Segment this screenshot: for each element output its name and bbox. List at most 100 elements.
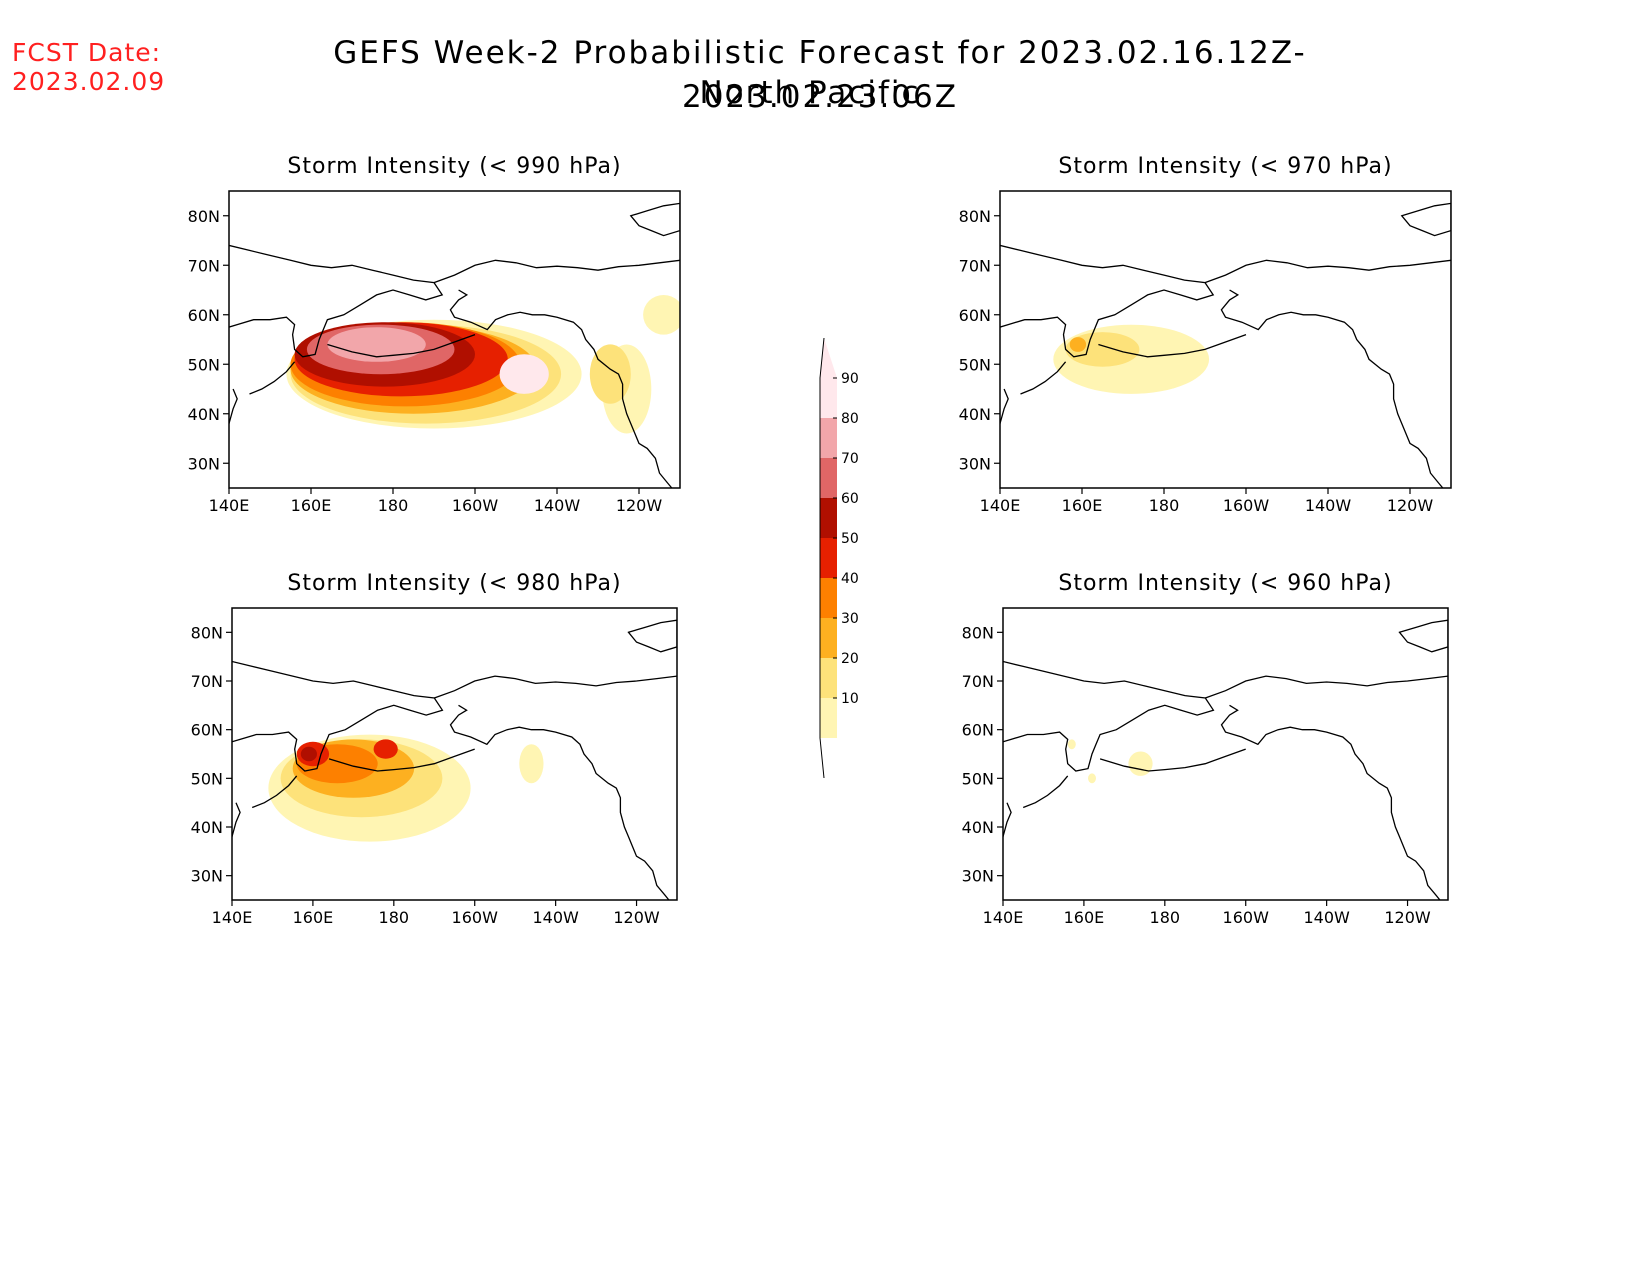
- prob-region-90: [499, 354, 549, 394]
- colorbar-bottom-arrow: [820, 738, 837, 778]
- panel-title: Storm Intensity (< 980 hPa): [287, 571, 621, 596]
- prob-region-50: [373, 739, 398, 759]
- probability-field: [268, 734, 544, 842]
- y-tick-label: 50N: [191, 769, 223, 788]
- prob-region-30: [1069, 337, 1087, 352]
- x-tick-label: 180: [1150, 908, 1181, 927]
- x-tick-label: 120W: [1384, 908, 1431, 927]
- colorbar-swatch-90: [820, 378, 837, 418]
- colorbar-label: 40: [841, 571, 859, 587]
- colorbar-swatch-80: [820, 418, 837, 458]
- probability-field: [1067, 739, 1153, 784]
- x-tick-label: 160W: [1223, 496, 1270, 515]
- main-title: GEFS Week-2 Probabilistic Forecast for 2…: [333, 35, 1307, 115]
- y-tick-label: 70N: [959, 256, 991, 275]
- prob-region-20: [589, 344, 631, 404]
- y-tick-label: 40N: [188, 405, 220, 424]
- y-tick-label: 70N: [962, 672, 994, 691]
- x-tick-label: 120W: [616, 496, 663, 515]
- y-tick-label: 80N: [959, 207, 991, 226]
- colorbar-label: 80: [841, 411, 859, 427]
- x-tick-label: 160E: [1062, 496, 1103, 515]
- x-tick-label: 140E: [212, 908, 253, 927]
- x-tick-label: 140W: [532, 908, 579, 927]
- panel-title: Storm Intensity (< 970 hPa): [1058, 154, 1392, 179]
- prob-region-80: [327, 327, 426, 362]
- y-tick-label: 50N: [188, 355, 220, 374]
- panel-980: Storm Intensity (< 980 hPa) 140E 160E 180 16…: [191, 571, 678, 927]
- x-tick-label: 160W: [452, 908, 499, 927]
- fcst-date-value: 2023.02.09: [12, 67, 166, 96]
- y-tick-label: 60N: [188, 306, 220, 325]
- colorbar-label: 50: [841, 531, 859, 547]
- colorbar-label: 60: [841, 491, 859, 507]
- x-tick-label: 180: [1149, 496, 1180, 515]
- map-frame: [1002, 607, 1449, 901]
- panel-960: Storm Intensity (< 960 hPa) 140E 160E 180 16…: [962, 571, 1449, 927]
- y-tick-label: 40N: [191, 818, 223, 837]
- colorbar-label: 30: [841, 611, 859, 627]
- prob-region-10: [519, 744, 544, 784]
- y-tick-label: 80N: [188, 207, 220, 226]
- colorbar-swatch-20: [820, 658, 837, 698]
- y-tick-label: 80N: [191, 623, 223, 642]
- coastline: [229, 202, 680, 488]
- x-tick-label: 160E: [291, 496, 332, 515]
- map-frame: [231, 607, 678, 901]
- coastline: [1003, 619, 1448, 900]
- colorbar-label: 20: [841, 651, 859, 667]
- x-tick-label: 120W: [613, 908, 660, 927]
- x-tick-label: 160E: [1064, 908, 1105, 927]
- map-frame: [999, 190, 1452, 489]
- y-tick-label: 60N: [191, 721, 223, 740]
- map-frame: [228, 190, 681, 489]
- probability-field: [1053, 324, 1210, 394]
- colorbar-label: 90: [841, 371, 859, 387]
- prob-region-60: [300, 746, 317, 762]
- colorbar-swatch-40: [820, 578, 837, 618]
- fcst-date-label: FCST Date:: [12, 38, 162, 67]
- x-tick-label: 140W: [1303, 908, 1350, 927]
- coastline: [232, 619, 677, 900]
- region-subtitle: North Pacific: [699, 75, 921, 111]
- x-tick-label: 140E: [980, 496, 1021, 515]
- y-tick-label: 40N: [962, 818, 994, 837]
- colorbar-swatch-70: [820, 458, 837, 498]
- colorbar-swatch-30: [820, 618, 837, 658]
- y-tick-label: 50N: [959, 355, 991, 374]
- panel-990: Storm Intensity (< 990 hPa) 140E 160E 180 16…: [188, 154, 681, 515]
- colorbar-swatch-10: [820, 698, 837, 738]
- colorbar-label: 70: [841, 451, 859, 467]
- forecast-date-block: FCST Date: 2023.02.09: [12, 38, 165, 96]
- x-tick-label: 140E: [983, 908, 1024, 927]
- panel-title: Storm Intensity (< 960 hPa): [1058, 571, 1392, 596]
- prob-region-10: [1067, 739, 1076, 750]
- y-tick-label: 70N: [191, 672, 223, 691]
- x-tick-label: 160E: [293, 908, 334, 927]
- x-tick-label: 180: [379, 908, 410, 927]
- panel-title: Storm Intensity (< 990 hPa): [287, 154, 621, 179]
- prob-region-10: [1088, 773, 1096, 784]
- prob-region-10: [1128, 751, 1153, 776]
- y-tick-label: 30N: [962, 867, 994, 886]
- y-tick-label: 30N: [191, 867, 223, 886]
- x-tick-label: 160W: [1223, 908, 1270, 927]
- prob-region-10: [643, 295, 680, 335]
- y-tick-label: 30N: [188, 454, 220, 473]
- colorbar-swatch-50: [820, 538, 837, 578]
- x-tick-label: 120W: [1387, 496, 1434, 515]
- coastline: [1000, 202, 1451, 488]
- y-tick-label: 50N: [962, 769, 994, 788]
- panel-970: Storm Intensity (< 970 hPa) 140E 160E 180 16…: [959, 154, 1452, 515]
- colorbar-top-arrow: [820, 338, 837, 378]
- x-tick-label: 140W: [534, 496, 581, 515]
- colorbar-label: 10: [841, 691, 859, 707]
- y-tick-label: 40N: [959, 405, 991, 424]
- y-tick-label: 30N: [959, 454, 991, 473]
- y-tick-label: 70N: [188, 256, 220, 275]
- colorbar-swatch-60: [820, 498, 837, 538]
- x-tick-label: 140E: [209, 496, 250, 515]
- probability-field: [286, 295, 680, 434]
- x-tick-label: 180: [378, 496, 409, 515]
